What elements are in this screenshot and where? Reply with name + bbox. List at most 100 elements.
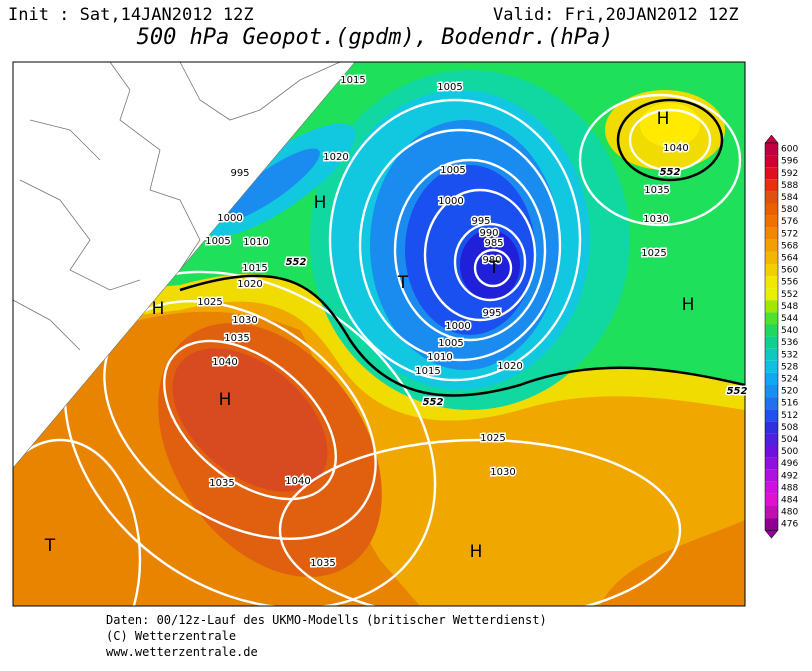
isobar-label: 1005 [437,82,462,93]
isobar-label: 1025 [480,433,505,444]
colorbar-label: 568 [781,241,798,251]
isobar-label: 1010 [427,352,452,363]
height-label: 552 [727,386,748,397]
colorbar-label: 508 [781,423,798,433]
colorbar-label: 540 [781,326,798,336]
colorbar-label: 588 [781,181,798,191]
colorbar-band [765,312,778,325]
isobar-label: 990 [479,228,498,239]
isobar-label: 1000 [445,321,470,332]
map-title: 500 hPa Geopot.(gpdm), Bodendr.(hPa) [137,25,614,50]
colorbar-label: 476 [781,520,798,530]
colorbar-cap [764,529,779,539]
isobar-label: 995 [482,308,501,319]
isobar-label: 1025 [197,297,222,308]
colorbar-label: 580 [781,205,798,215]
height-label: 552 [423,397,444,408]
isobar-label: 1005 [440,165,465,176]
isobar-label: 1010 [243,237,268,248]
colorbar-band [765,143,778,156]
colorbar-band [765,385,778,398]
isobar-label: 1040 [663,143,688,154]
colorbar-band [765,227,778,240]
colorbar-band [765,288,778,301]
pressure-center: H [314,193,327,213]
init-time: Init : Sat,14JAN2012 12Z [8,5,254,25]
colorbar-band [765,445,778,458]
footer-line: Daten: 00/12z-Lauf des UKMO-Modells (bri… [106,613,547,627]
colorbar-label: 496 [781,459,798,469]
colorbar-label: 532 [781,350,798,360]
colorbar-cap [764,134,779,144]
isobar-label: 1040 [212,357,237,368]
colorbar-label: 552 [781,290,798,300]
colorbar-band [765,457,778,470]
colorbar-label: 544 [781,314,798,324]
isobar-label: 1030 [232,315,257,326]
colorbar-band [765,300,778,313]
colorbar-label: 488 [781,483,798,493]
map [13,62,745,606]
isobar-label: 995 [471,216,490,227]
colorbar-band [765,155,778,168]
isobar-label: 1025 [641,248,666,259]
contour-552 [616,98,724,182]
colorbar-band [765,372,778,385]
contour-552 [179,274,745,397]
pressure-center: T [44,536,56,556]
isobar-label: 995 [230,168,249,179]
colorbar-band [765,469,778,482]
isobar-label: 1040 [285,476,310,487]
colorbar-band [765,167,778,180]
colorbar-label: 512 [781,411,798,421]
pressure-center: T [397,273,409,293]
footer-line: www.wetterzentrale.de [106,645,258,659]
isobar-label: 1035 [209,478,234,489]
colorbar-band [765,324,778,337]
colorbar-band [765,481,778,494]
colorbar-label: 480 [781,508,798,518]
isobar-label: 1020 [497,361,522,372]
colorbar-band [765,409,778,422]
colorbar-band [765,493,778,506]
height-label: 552 [660,167,681,178]
colorbar-label: 500 [781,447,798,457]
isobar-label: 1020 [323,152,348,163]
colorbar-label: 592 [781,169,798,179]
pressure-center: H [219,390,232,410]
pressure-center: H [682,295,695,315]
isobar-label: 1000 [217,213,242,224]
colorbar-label: 484 [781,495,798,505]
colorbar-band [765,336,778,349]
isobar-label: 1035 [310,558,335,569]
colorbar-band [765,179,778,192]
colorbar-band [765,264,778,277]
colorbar-label: 556 [781,278,798,288]
isobar-label: 1030 [643,214,668,225]
valid-time: Valid: Fri,20JAN2012 12Z [493,5,739,25]
colorbar-band [765,251,778,264]
colorbar-band [765,397,778,410]
isobar-label: 1005 [438,338,463,349]
colorbar-label: 560 [781,266,798,276]
geopotential-field [13,62,745,606]
isobar-label: 1015 [340,75,365,86]
colorbar-label: 524 [781,374,798,384]
isobar-label: 1020 [237,279,262,290]
colorbar-label: 492 [781,471,798,481]
colorbar-label: 596 [781,157,798,167]
isobar-label: 1000 [438,196,463,207]
colorbar-label: 576 [781,217,798,227]
coastlines [13,62,341,351]
footer-line: (C) Wetterzentrale [106,629,236,643]
colorbar-band [765,239,778,252]
isobar-label: 1005 [205,236,230,247]
pressure-center: H [470,542,483,562]
map-labels: 1015 1005 995 1020 1000 1005 1010 1015 1020 1025 1… [44,74,749,571]
colorbar-band [765,191,778,204]
colorbar-label: 548 [781,302,798,312]
isobar-label: 1030 [490,467,515,478]
isobar-label: 1015 [415,366,440,377]
isobar-label: 980 [482,255,501,266]
